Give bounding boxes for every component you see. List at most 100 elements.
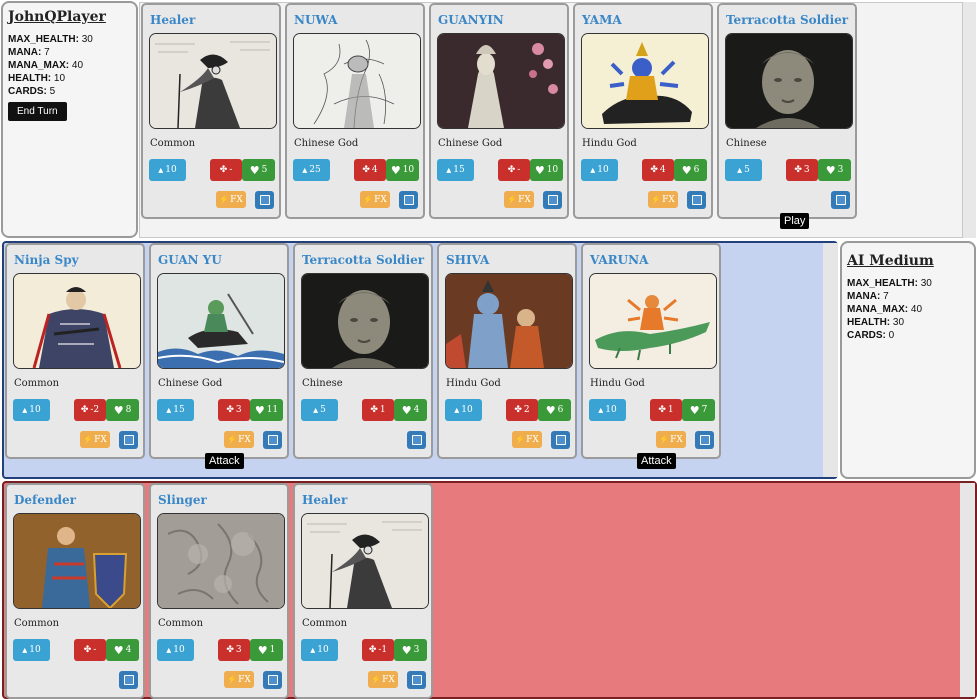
square-info-icon [411, 675, 422, 685]
water-drop-icon: ▴ [454, 404, 460, 416]
card-info-button[interactable] [407, 671, 426, 689]
fx-label: FX [382, 674, 395, 685]
card[interactable]: Slinger Common ▴ 10 ✤ 3 ♥ 1 ⚡ FX [149, 483, 289, 699]
card-info-button[interactable] [831, 191, 850, 209]
water-drop-icon: ▴ [598, 404, 604, 416]
card-info-button[interactable] [263, 671, 282, 689]
attack-badge: ✤ 3 [218, 399, 250, 421]
card-title: Healer [302, 493, 348, 507]
card[interactable]: VARUNA Hindu God ▴ 10 ✤ 1 ♥ 7 ⚡ FX [581, 243, 721, 459]
mana-cost-badge: ▴ 10 [301, 639, 338, 661]
fx-label: FX [662, 194, 675, 205]
card-title: NUWA [294, 13, 338, 27]
card-info-button[interactable] [551, 431, 570, 449]
water-drop-icon: ▴ [22, 404, 28, 416]
water-drop-icon: ▴ [166, 404, 172, 416]
card-info-button[interactable] [399, 191, 418, 209]
card-art-image [149, 33, 277, 129]
card-info-button[interactable] [687, 191, 706, 209]
play-button[interactable]: Play [780, 213, 810, 229]
card[interactable]: Defender Common ▴ 10 ✤ - ♥ 4 [5, 483, 145, 699]
crosshair-icon: ✤ [226, 405, 234, 415]
crosshair-icon: ✤ [507, 165, 516, 175]
attack-badge: ✤ -1 [362, 639, 394, 661]
card-type: Common [302, 618, 348, 629]
card[interactable]: Terracotta Soldier Chinese ▴ 5 ✤ 3 ♥ 3 [717, 3, 857, 219]
card-type: Common [14, 378, 60, 389]
crosshair-icon: ✤ [362, 165, 370, 175]
attack-badge: ✤ 1 [362, 399, 394, 421]
lightning-bolt-icon: ⚡ [659, 435, 670, 444]
card-info-button[interactable] [119, 431, 138, 449]
attack-badge: ✤ - [74, 639, 106, 661]
card-type: Hindu God [446, 378, 501, 389]
card-info-button[interactable] [119, 671, 138, 689]
crosshair-icon: ✤ [794, 165, 802, 175]
attack-button[interactable]: Attack [205, 453, 244, 469]
mana-value: 10 [165, 165, 177, 175]
stat-label: HEALTH: [847, 317, 891, 328]
fx-button[interactable]: ⚡ FX [80, 431, 110, 448]
fx-button[interactable]: ⚡ FX [648, 191, 678, 208]
card[interactable]: GUAN YU Chinese God ▴ 15 ✤ 3 ♥ 11 ⚡ FX [149, 243, 289, 459]
card-info-button[interactable] [407, 431, 426, 449]
health-value: 6 [693, 165, 700, 175]
fx-button[interactable]: ⚡ FX [224, 431, 254, 448]
hand-scrollbar[interactable] [963, 2, 976, 238]
card[interactable]: GUANYIN Chinese God ▴ 15 ✤ - ♥ 10 ⚡ FX [429, 3, 569, 219]
card-info-button[interactable] [543, 191, 562, 209]
square-info-icon [123, 435, 134, 445]
attack-value: 2 [523, 405, 530, 415]
heart-icon: ♥ [825, 163, 836, 177]
card-info-button[interactable] [263, 431, 282, 449]
card-title: SHIVA [446, 253, 490, 267]
attack-value: -2 [90, 405, 100, 415]
heart-icon: ♥ [257, 643, 268, 657]
card-art-image [13, 513, 141, 609]
fx-button[interactable]: ⚡ FX [504, 191, 534, 208]
card-art-image [581, 33, 709, 129]
card-type: Common [14, 618, 60, 629]
attack-button[interactable]: Attack [637, 453, 676, 469]
enemy-scrollbar[interactable] [960, 483, 975, 697]
fx-button[interactable]: ⚡ FX [360, 191, 390, 208]
stat-label: CARDS: [8, 86, 47, 97]
fx-button[interactable]: ⚡ FX [512, 431, 542, 448]
card-info-button[interactable] [695, 431, 714, 449]
stat-label: MAX_HEALTH: [847, 278, 918, 289]
mana-cost-badge: ▴ 10 [445, 399, 482, 421]
fx-button[interactable]: ⚡ FX [216, 191, 246, 208]
card[interactable]: SHIVA Hindu God ▴ 10 ✤ 2 ♥ 6 ⚡ FX [437, 243, 577, 459]
card[interactable]: Healer Common ▴ 10 ✤ - ♥ 5 ⚡ FX [141, 3, 281, 219]
card[interactable]: Healer Common ▴ 10 ✤ -1 ♥ 3 ⚡ FX [293, 483, 433, 699]
mana-value: 10 [461, 405, 473, 415]
stat-value: 30 [892, 317, 905, 328]
health-badge: ♥ 4 [394, 399, 427, 421]
card-art-image [157, 273, 285, 369]
card-info-button[interactable] [255, 191, 274, 209]
mana-cost-badge: ▴ 10 [157, 639, 194, 661]
stat-line: MANA: 7 [847, 290, 969, 303]
stat-value: 0 [888, 330, 895, 341]
enemy-row: Defender Common ▴ 10 ✤ - ♥ 4 Slinger Common ▴ 10 ✤ 3 ♥… [0, 480, 977, 699]
card[interactable]: YAMA Hindu God ▴ 10 ✤ 4 ♥ 6 ⚡ FX [573, 3, 713, 219]
board-scrollbar[interactable] [823, 243, 838, 477]
card-art-image [437, 33, 565, 129]
health-badge: ♥ 4 [106, 639, 139, 661]
water-drop-icon: ▴ [166, 644, 172, 656]
card-type: Chinese [726, 138, 767, 149]
card-title: YAMA [582, 13, 622, 27]
card[interactable]: NUWA Chinese God ▴ 25 ✤ 4 ♥ 10 ⚡ FX [285, 3, 425, 219]
stat-label: MANA_MAX: [8, 60, 70, 71]
fx-button[interactable]: ⚡ FX [656, 431, 686, 448]
card-title: GUAN YU [158, 253, 222, 267]
end-turn-button[interactable]: End Turn [8, 102, 67, 121]
attack-badge: ✤ 2 [506, 399, 538, 421]
fx-button[interactable]: ⚡ FX [368, 671, 398, 688]
card[interactable]: Terracotta Soldier Chinese ▴ 5 ✤ 1 ♥ 4 [293, 243, 433, 459]
fx-button[interactable]: ⚡ FX [224, 671, 254, 688]
card[interactable]: Ninja Spy Common ▴ 10 ✤ -2 ♥ 8 ⚡ FX [5, 243, 145, 459]
attack-badge: ✤ -2 [74, 399, 106, 421]
mana-value: 10 [29, 405, 41, 415]
stat-label: MANA: [8, 47, 42, 58]
